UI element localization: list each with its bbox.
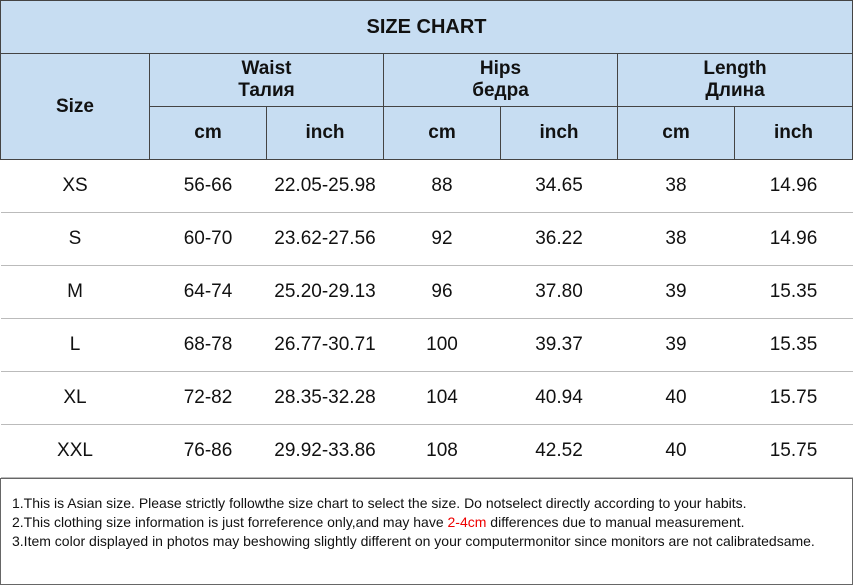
note-text: 3.Item color displayed in photos may bes…: [12, 533, 815, 549]
group-header: Length Длина: [616, 53, 853, 107]
cell: 37.80: [500, 265, 618, 319]
cell: 108: [383, 424, 501, 478]
cell: 29.92-33.86: [266, 424, 384, 478]
unit-header: cm: [149, 106, 267, 160]
table-row: Size Waist Талия Hips бедра Length Длина: [0, 53, 853, 160]
table-row: L 68-78 26.77-30.71 100 39.37 39 15.35: [0, 318, 853, 372]
cell: 22.05-25.98: [266, 159, 384, 213]
table-row: SIZE CHART: [0, 0, 853, 54]
cell: 39.37: [500, 318, 618, 372]
note-text: differences due to manual measurement.: [486, 514, 745, 530]
cell: 28.35-32.28: [266, 371, 384, 425]
cell: 76-86: [149, 424, 267, 478]
note-highlight: 2-4cm: [447, 514, 487, 530]
group-name-ru: бедра: [472, 80, 529, 101]
cell: 15.35: [734, 265, 853, 319]
group-name-ru: Длина: [705, 80, 765, 101]
cell: S: [0, 212, 150, 266]
cell: 23.62-27.56: [266, 212, 384, 266]
table-row: XL 72-82 28.35-32.28 104 40.94 40 15.75: [0, 371, 853, 425]
note: 3.Item color displayed in photos may bes…: [12, 533, 815, 549]
cell: M: [0, 265, 150, 319]
cell: XXL: [0, 424, 150, 478]
cell: 88: [383, 159, 501, 213]
table-row: cm inch cm inch cm inch: [1, 106, 853, 160]
cell: 40.94: [500, 371, 618, 425]
unit-header: inch: [500, 106, 618, 160]
cell: 40: [617, 424, 735, 478]
cell: 40: [617, 371, 735, 425]
unit-header: inch: [266, 106, 384, 160]
cell: 15.75: [734, 371, 853, 425]
cell: 14.96: [734, 212, 853, 266]
notes: 1.This is Asian size. Please strictly fo…: [0, 478, 853, 585]
table-row: XS 56-66 22.05-25.98 88 34.65 38 14.96: [0, 159, 853, 213]
group-header: Waist Талия: [149, 53, 384, 107]
note: 1.This is Asian size. Please strictly fo…: [12, 495, 747, 511]
cell: 26.77-30.71: [266, 318, 384, 372]
cell: XL: [0, 371, 150, 425]
unit-header: cm: [617, 106, 735, 160]
cell: XS: [0, 159, 150, 213]
cell: 68-78: [149, 318, 267, 372]
cell: 60-70: [149, 212, 267, 266]
cell: 92: [383, 212, 501, 266]
group-name: Hips: [479, 58, 522, 79]
cell: 14.96: [734, 159, 853, 213]
cell: 39: [617, 265, 735, 319]
cell: 39: [617, 318, 735, 372]
group-header: Hips бедра: [383, 53, 618, 107]
cell: 56-66: [149, 159, 267, 213]
cell: 42.52: [500, 424, 618, 478]
note-text: 1.This is Asian size. Please strictly fo…: [12, 495, 747, 511]
cell: 15.75: [734, 424, 853, 478]
unit-header: cm: [383, 106, 501, 160]
cell: 104: [383, 371, 501, 425]
group-name: Length: [703, 58, 767, 79]
note-text: 2.This clothing size information is just…: [12, 514, 448, 530]
cell: L: [0, 318, 150, 372]
cell: 38: [617, 159, 735, 213]
cell: 15.35: [734, 318, 853, 372]
table-row: XXL 76-86 29.92-33.86 108 42.52 40 15.75: [0, 424, 853, 478]
size-header: Size: [0, 53, 150, 160]
unit-header: inch: [733, 106, 853, 160]
cell: 34.65: [500, 159, 618, 213]
group-name-ru: Талия: [238, 80, 295, 101]
cell: 100: [383, 318, 501, 372]
cell: 25.20-29.13: [266, 265, 384, 319]
cell: 36.22: [500, 212, 618, 266]
table-row: S 60-70 23.62-27.56 92 36.22 38 14.96: [0, 212, 853, 266]
cell: 96: [383, 265, 501, 319]
cell: 64-74: [149, 265, 267, 319]
cell: 72-82: [149, 371, 267, 425]
title: SIZE CHART: [0, 0, 853, 54]
group-name: Waist: [241, 58, 292, 79]
cell: 38: [617, 212, 735, 266]
table-row: M 64-74 25.20-29.13 96 37.80 39 15.35: [0, 265, 853, 319]
size-table: SIZE CHART Size Waist Талия Hips бедра Length Д…: [0, 0, 853, 478]
note: 2.This clothing size information is just…: [12, 514, 745, 530]
